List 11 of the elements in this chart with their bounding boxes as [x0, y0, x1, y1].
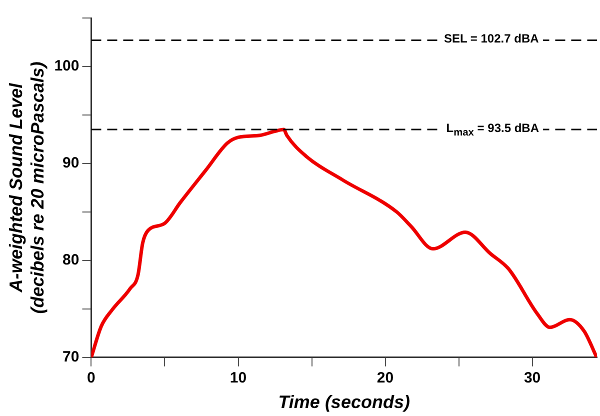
y-tick-label: 80: [62, 252, 80, 269]
y-tick-label: 100: [54, 58, 80, 75]
y-axis-title: A-weighted Sound Level (decibels re 20 microPascals): [6, 62, 48, 314]
x-tick-label: 20: [376, 370, 394, 387]
x-tick-label: 0: [87, 370, 96, 387]
x-tick-label: 30: [524, 370, 541, 387]
y-tick-label: 70: [62, 348, 80, 366]
x-axis-title: Time (seconds): [278, 392, 410, 412]
x-tick-label: 10: [230, 370, 247, 387]
ref-line-label: SEL = 102.7 dBA: [444, 32, 540, 46]
y-tick-label: 90: [62, 154, 80, 172]
